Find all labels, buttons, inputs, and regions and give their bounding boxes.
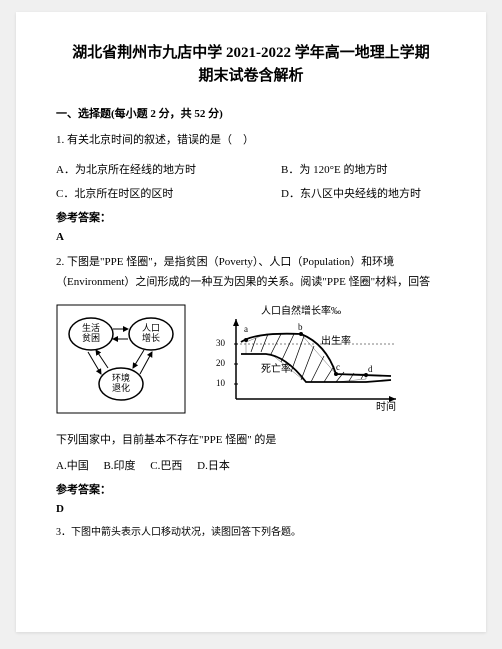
svg-text:退化: 退化 [112, 382, 130, 393]
q1-option-b: B．为 120°E 的地方时 [221, 161, 446, 177]
q1-options-row-1: A．为北京所在经线的地方时 B．为 120°E 的地方时 [56, 161, 446, 177]
node-poverty: 生活 [82, 322, 100, 333]
point-c: c [336, 362, 340, 372]
q1-option-d: D．东八区中央经线的地方时 [221, 185, 446, 201]
q1-answer-label: 参考答案： [56, 209, 446, 225]
exam-page: 湖北省荆州市九店中学 2021-2022 学年高一地理上学期 期末试卷含解析 一… [16, 12, 486, 632]
q1-answer: A [56, 231, 446, 243]
title-line-2: 期末试卷含解析 [56, 65, 446, 88]
point-d: d [368, 364, 373, 374]
node-population: 人口 [142, 323, 160, 333]
svg-text:增长: 增长 [142, 332, 160, 343]
ytick-30: 30 [216, 338, 226, 348]
ppe-cycle-svg: 生活 贫困 人口 增长 环境 退化 [56, 304, 186, 414]
q1-option-a: A．为北京所在经线的地方时 [56, 161, 221, 177]
page-title: 湖北省荆州市九店中学 2021-2022 学年高一地理上学期 期末试卷含解析 [56, 42, 446, 87]
xlabel: 时间 [376, 400, 396, 413]
point-a: a [244, 324, 248, 334]
q2-options: A.中国 B.印度 C.巴西 D.日本 [56, 457, 446, 473]
q2-option-d: D.日本 [197, 460, 230, 472]
q2-option-b: B.印度 [103, 460, 135, 472]
ytick-20: 20 [216, 358, 226, 368]
q2-option-c: C.巴西 [150, 460, 182, 472]
birth-rate-label: 出生率 [321, 334, 351, 347]
q2-sub-text: 下列国家中，目前基本不存在"PPE 怪圈" 的是 [56, 431, 446, 447]
q1-option-c: C．北京所在时区的区时 [56, 185, 221, 201]
title-line-1: 湖北省荆州市九店中学 2021-2022 学年高一地理上学期 [56, 42, 446, 65]
q2-answer: D [56, 503, 446, 515]
q2-answer-label: 参考答案： [56, 481, 446, 497]
section-1-header: 一、选择题(每小题 2 分，共 52 分) [56, 105, 446, 121]
q2-diagrams: 生活 贫困 人口 增长 环境 退化 [56, 304, 446, 419]
svg-text:贫困: 贫困 [82, 332, 100, 343]
population-chart-svg: 人口自然增长率‰ 30 20 10 [206, 304, 406, 414]
death-rate-label: 死亡率 [261, 362, 291, 375]
ytick-10: 10 [216, 378, 226, 388]
chart-ylabel: 人口自然增长率‰ [261, 304, 341, 317]
population-chart: 人口自然增长率‰ 30 20 10 [206, 304, 406, 419]
node-environment: 环境 [112, 372, 130, 383]
ppe-cycle-diagram: 生活 贫困 人口 增长 环境 退化 [56, 304, 186, 419]
question-1-text: 1. 有关北京时间的叙述，错误的是（ ） [56, 131, 446, 151]
point-b: b [298, 322, 303, 332]
q1-options-row-2: C．北京所在时区的区时 D．东八区中央经线的地方时 [56, 185, 446, 201]
q2-option-a: A.中国 [56, 460, 89, 472]
question-2-text: 2. 下图是"PPE 怪圈"，是指贫困（Poverty）、人口（Populati… [56, 253, 446, 293]
question-3-text: 3．下图中箭头表示人口移动状况，读图回答下列各题。 [56, 525, 446, 540]
